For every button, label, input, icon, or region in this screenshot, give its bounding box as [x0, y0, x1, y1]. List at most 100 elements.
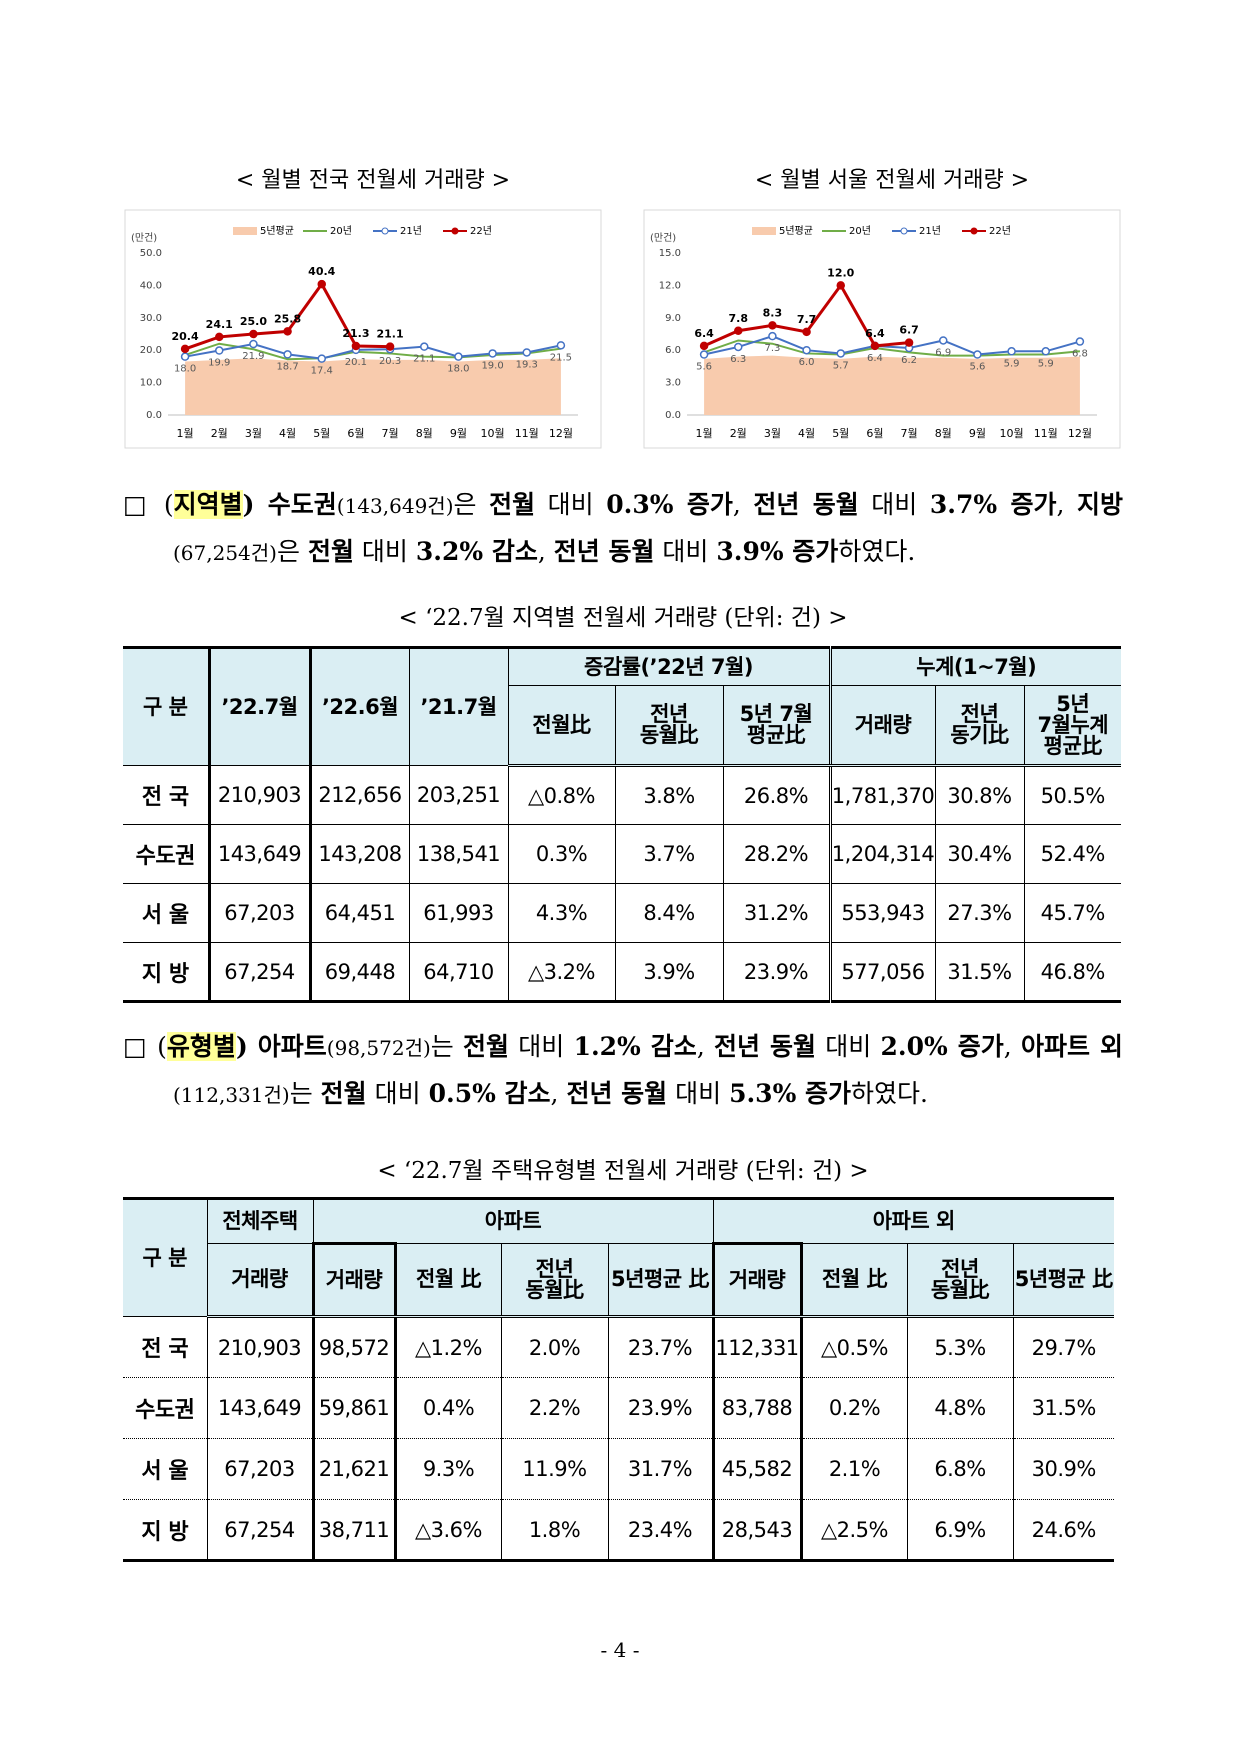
table-cell: △2.5% [800, 1499, 908, 1561]
table-cell: 8.4% [614, 883, 724, 943]
legend-label: 5년평균 [779, 225, 813, 237]
row-header: 지 방 [123, 942, 210, 1002]
table-caption: < ‘22.7월 주택유형별 전월세 거래량 (단위: 건) > [377, 1158, 869, 1184]
text-run: , [732, 490, 754, 519]
table-cell: △1.2% [394, 1316, 502, 1378]
text-run: 전월 [489, 490, 536, 519]
legend-label: 22년 [470, 225, 492, 237]
header-cell: 5년평균 比 [607, 1243, 714, 1318]
table-cell: 212,656 [309, 765, 410, 825]
table-cell: 0.3% [507, 824, 616, 884]
chart-title: < 월별 전국 전월세 거래량 > [236, 168, 510, 193]
table-cell: △3.2% [507, 942, 616, 1002]
table-cell: 98,572 [311, 1316, 397, 1378]
marker [522, 348, 531, 357]
table-cell: 143,649 [207, 824, 312, 884]
table-cell: 2.0% [500, 1316, 609, 1378]
data-label: 6.4 [694, 327, 714, 340]
marker [768, 331, 777, 341]
y-tick-label: 15.0 [659, 248, 681, 259]
data-label: 7.3 [764, 343, 780, 354]
x-tick-label: 9월 [969, 427, 986, 440]
header-cell: 전월 比 [800, 1243, 908, 1318]
table-cell: 64,451 [309, 883, 410, 943]
marker [488, 349, 497, 358]
text-run: 2.0% 증가 [880, 1032, 1004, 1061]
marker [385, 342, 395, 351]
table: 구 분 ’22.7월 ’22.6월 ’21.7월 증감률(’22년 7월) 누계… [123, 646, 1121, 1003]
table-caption: < ‘22.7월 지역별 전월세 거래량 (단위: 건) > [398, 605, 848, 631]
table-cell: 0.4% [394, 1377, 502, 1439]
data-label: 12.0 [827, 266, 854, 279]
header-cell: ’22.6월 [309, 647, 410, 766]
x-tick-label: 12월 [549, 427, 573, 440]
table-cell: 2.2% [500, 1377, 609, 1439]
marker [351, 341, 361, 351]
header-cell: 전년 동월比 [614, 685, 724, 767]
data-label: 21.1 [413, 354, 435, 365]
marker [699, 350, 709, 359]
x-tick-label: 7월 [901, 427, 918, 440]
marker [1007, 347, 1016, 356]
marker [283, 350, 292, 359]
y-tick-label: 40.0 [140, 280, 162, 291]
data-label: 24.1 [206, 318, 233, 331]
header-group: 아파트 [312, 1198, 714, 1244]
table-cell: 3.9% [614, 942, 724, 1002]
text-run: ) [242, 490, 268, 519]
marker [180, 352, 190, 361]
marker [420, 342, 429, 351]
marker [699, 341, 709, 351]
marker [1041, 347, 1050, 356]
text-run: 하였다. [851, 1079, 928, 1108]
text-run: (112,331건) [173, 1083, 290, 1107]
table-cell: 83,788 [711, 1377, 803, 1439]
legend-label: 20년 [849, 225, 871, 237]
table-cell: 69,448 [309, 942, 410, 1002]
marker [556, 341, 566, 350]
marker [454, 352, 463, 361]
data-label: 25.0 [240, 315, 267, 328]
x-tick-label: 11월 [515, 427, 539, 440]
row-header: 서 울 [123, 1438, 208, 1500]
header-cell: 5년평균 比 [1012, 1243, 1114, 1318]
x-tick-label: 9월 [450, 427, 467, 440]
line [703, 335, 1081, 356]
table-cell: 67,254 [207, 942, 312, 1002]
table-cell: 23.9% [607, 1377, 714, 1439]
text-run: 전년 동월 [566, 1079, 668, 1108]
header-cell: 전년 동월比 [500, 1243, 609, 1318]
text-run: 대비 [535, 490, 607, 519]
line [184, 343, 562, 360]
legend-swatch [233, 227, 257, 235]
table-cell: 6.9% [906, 1499, 1014, 1561]
paragraph: □ (유형별) 아파트(98,572건)는 전월 대비 1.2% 감소, 전년 … [123, 1024, 1123, 1118]
legend-swatch [752, 227, 776, 235]
header-cell: 전월 比 [394, 1243, 502, 1318]
header-cell: 전년 동기比 [934, 685, 1025, 767]
marker [836, 281, 845, 290]
header-cell: 5년 7월누계 평균比 [1023, 685, 1121, 767]
text-run: 은 [277, 537, 308, 566]
data-label: 21.1 [377, 328, 404, 341]
y-tick-label: 9.0 [665, 313, 681, 324]
legend-label: 5년평균 [260, 225, 294, 237]
data-label: 21.3 [342, 327, 369, 340]
data-label: 20.3 [379, 356, 401, 367]
data-label: 7.8 [729, 312, 749, 325]
table-cell: 23.7% [607, 1316, 714, 1378]
line [703, 339, 1081, 357]
paragraph: □ (지역별) 수도권(143,649건)은 전월 대비 0.3% 증가, 전년… [123, 482, 1123, 576]
x-tick-label: 10월 [481, 427, 505, 440]
text-run: (98,572건) [326, 1036, 431, 1060]
table-cell: 31.2% [722, 883, 831, 943]
table-cell: 6.8% [906, 1438, 1014, 1500]
line [184, 342, 562, 361]
data-label: 5.9 [1004, 358, 1020, 369]
data-label: 18.0 [174, 364, 196, 375]
table-cell: △0.8% [507, 765, 616, 825]
table-cell: 4.3% [507, 883, 616, 943]
marker [973, 350, 982, 359]
data-label: 5.6 [969, 362, 985, 373]
x-tick-label: 5월 [313, 427, 330, 440]
